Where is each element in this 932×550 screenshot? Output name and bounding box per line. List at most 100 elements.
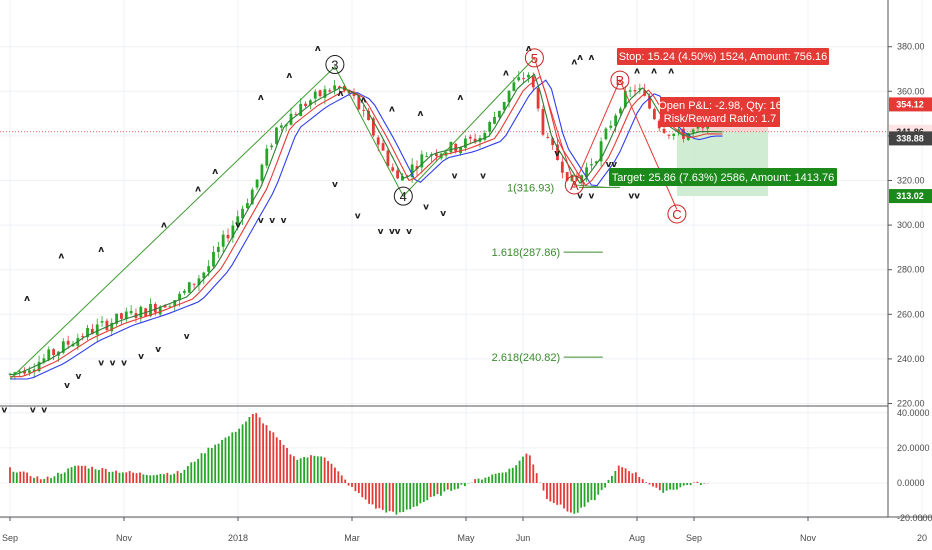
fractal-up-mark: ʌ <box>360 95 366 105</box>
candle <box>585 167 588 178</box>
candle <box>652 109 656 120</box>
fractal-down-mark: v <box>281 216 287 226</box>
oscillator-tick-label: 20.0000 <box>897 443 930 453</box>
wave-label-circle <box>610 70 630 90</box>
candle <box>609 125 613 128</box>
corrective-wave-line <box>533 57 678 210</box>
pnl-line-2: Risk/Reward Ratio: 1.7 <box>664 113 777 125</box>
fractal-down-mark: v <box>64 381 70 391</box>
candle <box>42 358 46 363</box>
candle <box>212 251 215 267</box>
candle <box>527 74 530 78</box>
pnl-line-1: Open P&L: -2.98, Qty: 16 <box>658 100 782 112</box>
target-label-box <box>609 168 837 186</box>
fractal-down-mark: v <box>452 171 458 181</box>
fractal-down-mark: v <box>41 405 47 415</box>
wave-label: C <box>672 207 681 222</box>
fractal-up-mark: ʌ <box>98 245 104 255</box>
candle <box>318 90 322 97</box>
candle <box>139 306 143 318</box>
candle <box>628 90 632 92</box>
candle <box>153 303 157 313</box>
wave-label: 5 <box>531 51 538 66</box>
candle <box>265 148 269 166</box>
fib-label: 2.618(240.82) <box>492 352 561 364</box>
candle <box>90 328 94 334</box>
fractal-down-mark: v <box>588 191 594 201</box>
candle <box>313 91 317 99</box>
candle <box>149 303 152 317</box>
price-tick-label: 280.00 <box>897 265 925 275</box>
fractal-down-mark: v <box>138 352 144 362</box>
price-tag: 338.88 <box>896 133 924 143</box>
candle <box>110 322 114 332</box>
fractal-down-mark: v <box>258 216 264 226</box>
candle <box>459 147 462 154</box>
fractal-down-mark: v <box>577 191 583 201</box>
candle <box>231 225 235 238</box>
candle <box>522 78 525 80</box>
candle <box>129 311 133 314</box>
candle <box>23 370 26 374</box>
candle <box>47 349 51 360</box>
price-tag: 313.02 <box>896 191 924 201</box>
time-tick-label: Sep <box>686 533 702 543</box>
candle <box>100 320 104 323</box>
fractal-up-mark: ʌ <box>526 44 532 54</box>
fractal-down-mark: v <box>98 359 104 369</box>
fractal-down-mark: v <box>110 359 116 369</box>
fractal-down-mark: v <box>606 160 612 170</box>
candle <box>502 102 506 110</box>
candle <box>178 293 181 301</box>
stop-label: Stop: 15.24 (4.50%) 1524, Amount: 756.16 <box>619 51 828 63</box>
fractal-down-mark: v <box>628 191 634 201</box>
fractal-up-mark: ʌ <box>161 220 167 230</box>
candle <box>260 164 264 181</box>
fractal-up-mark: ʌ <box>24 294 30 304</box>
candle <box>468 136 472 139</box>
time-tick-label: 2018 <box>228 533 248 543</box>
candle <box>464 138 467 148</box>
candle <box>648 95 651 109</box>
price-tag: 354.12 <box>896 99 924 109</box>
wave-label-circle <box>393 186 413 206</box>
candle <box>701 126 705 129</box>
fractal-up-mark: ʌ <box>389 104 395 114</box>
fractal-up-mark: ʌ <box>417 109 423 119</box>
candle <box>381 143 385 151</box>
candle <box>226 234 230 239</box>
candle <box>197 278 201 285</box>
price-tick-label: 320.00 <box>897 176 925 186</box>
candle <box>420 154 424 168</box>
time-tick-label: Jun <box>516 533 531 543</box>
fractal-up-mark: ʌ <box>588 53 594 63</box>
time-tick-label: Mar <box>344 533 360 543</box>
time-tick-label: Aug <box>629 533 645 543</box>
fractal-down-mark: v <box>30 405 36 415</box>
candle <box>454 143 458 152</box>
target-label: Target: 25.86 (7.63%) 2586, Amount: 1413… <box>612 172 835 184</box>
fractal-down-mark: v <box>355 211 361 221</box>
candle <box>590 164 593 166</box>
pnl-box <box>660 97 780 127</box>
oscillator-tick-label: -20.0000 <box>897 513 932 523</box>
candle <box>308 100 312 106</box>
fractal-down-mark: v <box>235 220 241 230</box>
candle <box>483 133 487 140</box>
candle <box>415 166 419 169</box>
candle <box>246 203 249 209</box>
fractal-up-mark: ʌ <box>315 44 321 54</box>
candle <box>86 327 89 338</box>
candle <box>328 90 332 92</box>
fractal-up-mark: ʌ <box>503 69 509 79</box>
price-tick-label: 260.00 <box>897 309 925 319</box>
fractal-down-mark: v <box>184 332 190 342</box>
candle <box>95 324 99 335</box>
candle <box>216 246 220 252</box>
time-tick-label: Nov <box>116 533 133 543</box>
candle <box>619 108 622 114</box>
candle <box>37 361 41 372</box>
fractal-down-mark: v <box>155 345 161 355</box>
